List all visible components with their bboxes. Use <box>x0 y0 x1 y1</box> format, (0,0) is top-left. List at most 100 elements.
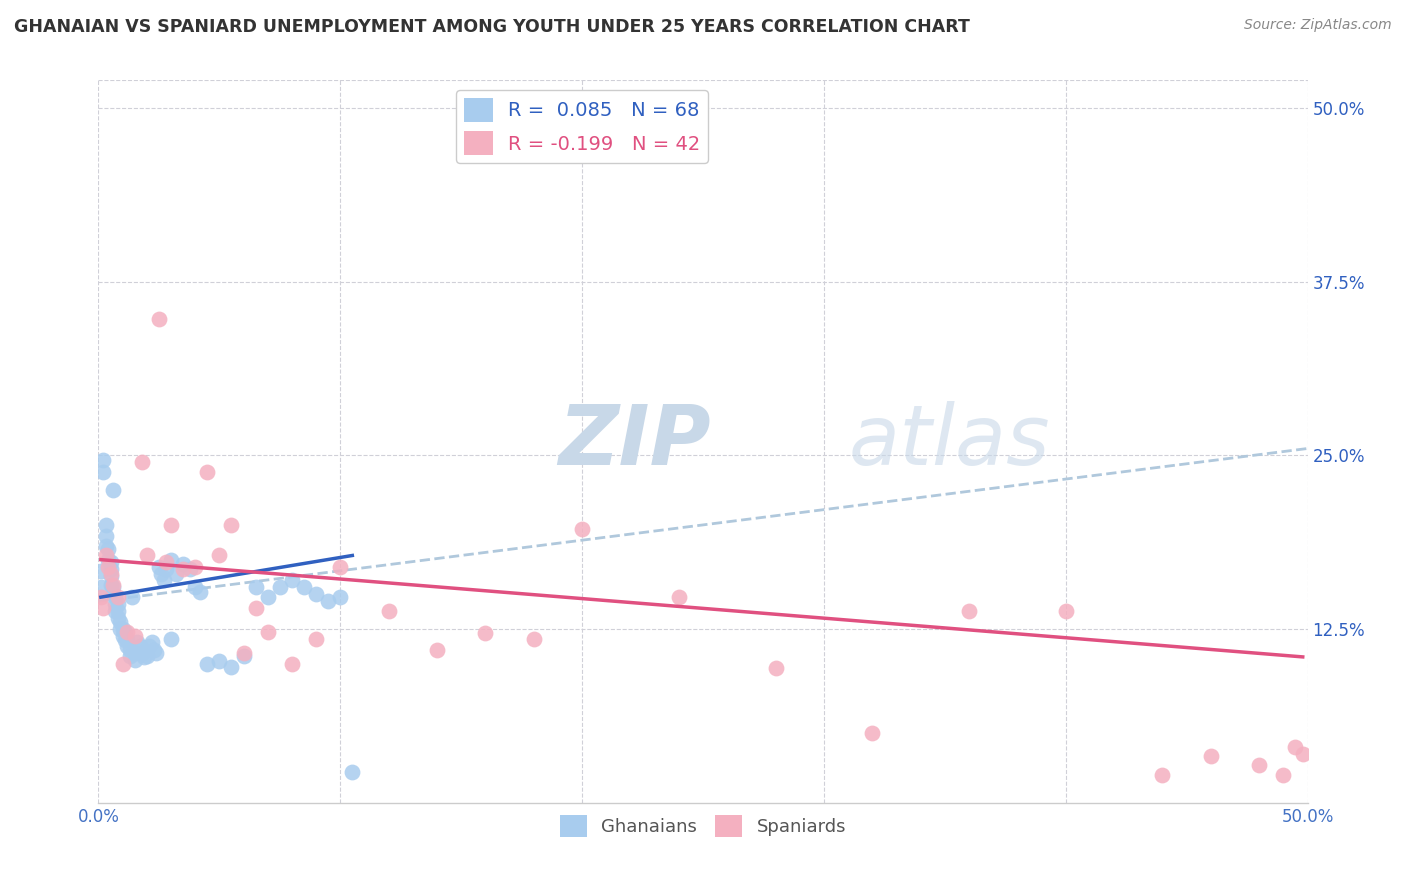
Point <box>104 604 127 618</box>
Point <box>316 594 339 608</box>
Text: Source: ZipAtlas.com: Source: ZipAtlas.com <box>1244 18 1392 32</box>
Point <box>124 646 146 660</box>
Point <box>150 566 173 581</box>
Point <box>114 624 136 639</box>
Point <box>100 556 122 570</box>
Point <box>118 643 141 657</box>
Point <box>107 611 129 625</box>
Point <box>668 590 690 604</box>
Point <box>188 584 211 599</box>
Point <box>97 559 120 574</box>
Point <box>155 556 177 570</box>
Point <box>91 465 114 479</box>
Point <box>117 632 139 646</box>
Point <box>160 517 183 532</box>
Point <box>426 643 449 657</box>
Point <box>281 657 304 671</box>
Point <box>148 312 170 326</box>
Point <box>114 633 136 648</box>
Point <box>134 649 156 664</box>
Point <box>1199 748 1222 763</box>
Point <box>111 657 134 671</box>
Point <box>124 629 146 643</box>
Point <box>145 646 167 660</box>
Point <box>1249 758 1271 772</box>
Point <box>94 539 117 553</box>
Point <box>143 643 166 657</box>
Point <box>121 590 143 604</box>
Point <box>155 562 177 576</box>
Point <box>135 648 157 663</box>
Point <box>94 529 117 543</box>
Point <box>94 549 117 563</box>
Point <box>138 639 160 653</box>
Point <box>329 559 352 574</box>
Point <box>135 549 157 563</box>
Point <box>342 765 364 780</box>
Point <box>111 622 134 636</box>
Point <box>329 590 352 604</box>
Point <box>165 566 187 581</box>
Point <box>523 632 546 646</box>
Point <box>195 465 218 479</box>
Point <box>117 624 139 639</box>
Point <box>100 562 122 576</box>
Point <box>101 587 124 601</box>
Point <box>860 726 883 740</box>
Point <box>195 657 218 671</box>
Text: ZIP: ZIP <box>558 401 710 482</box>
Point <box>221 517 243 532</box>
Point <box>1284 740 1306 755</box>
Point <box>127 634 149 648</box>
Point <box>118 648 141 663</box>
Point <box>101 577 124 591</box>
Point <box>131 455 153 469</box>
Point <box>172 562 194 576</box>
Point <box>100 566 122 581</box>
Point <box>108 615 131 630</box>
Point <box>208 654 231 668</box>
Point <box>184 581 207 595</box>
Point <box>94 517 117 532</box>
Point <box>571 522 593 536</box>
Point <box>1152 768 1174 782</box>
Point <box>292 581 315 595</box>
Point <box>172 557 194 571</box>
Point <box>101 581 124 595</box>
Point <box>91 601 114 615</box>
Point <box>100 569 122 583</box>
Point <box>124 653 146 667</box>
Point <box>474 626 496 640</box>
Point <box>104 590 127 604</box>
Point <box>141 634 163 648</box>
Point <box>179 562 201 576</box>
Point <box>111 629 134 643</box>
Point <box>305 632 328 646</box>
Point <box>108 622 131 636</box>
Point <box>281 574 304 588</box>
Point <box>765 661 787 675</box>
Point <box>184 559 207 574</box>
Legend: Ghanaians, Spaniards: Ghanaians, Spaniards <box>553 808 853 845</box>
Point <box>100 577 122 591</box>
Point <box>377 604 399 618</box>
Point <box>256 590 278 604</box>
Point <box>90 564 112 578</box>
Point <box>97 552 120 566</box>
Point <box>91 452 114 467</box>
Point <box>152 574 174 588</box>
Point <box>208 549 231 563</box>
Point <box>107 604 129 618</box>
Text: GHANAIAN VS SPANIARD UNEMPLOYMENT AMONG YOUTH UNDER 25 YEARS CORRELATION CHART: GHANAIAN VS SPANIARD UNEMPLOYMENT AMONG … <box>14 18 970 36</box>
Point <box>221 659 243 673</box>
Point <box>101 483 124 498</box>
Point <box>256 624 278 639</box>
Point <box>245 581 267 595</box>
Point <box>90 590 112 604</box>
Point <box>107 590 129 604</box>
Point <box>104 597 127 611</box>
Point <box>1272 768 1295 782</box>
Point <box>957 604 980 618</box>
Point <box>245 601 267 615</box>
Point <box>160 632 183 646</box>
